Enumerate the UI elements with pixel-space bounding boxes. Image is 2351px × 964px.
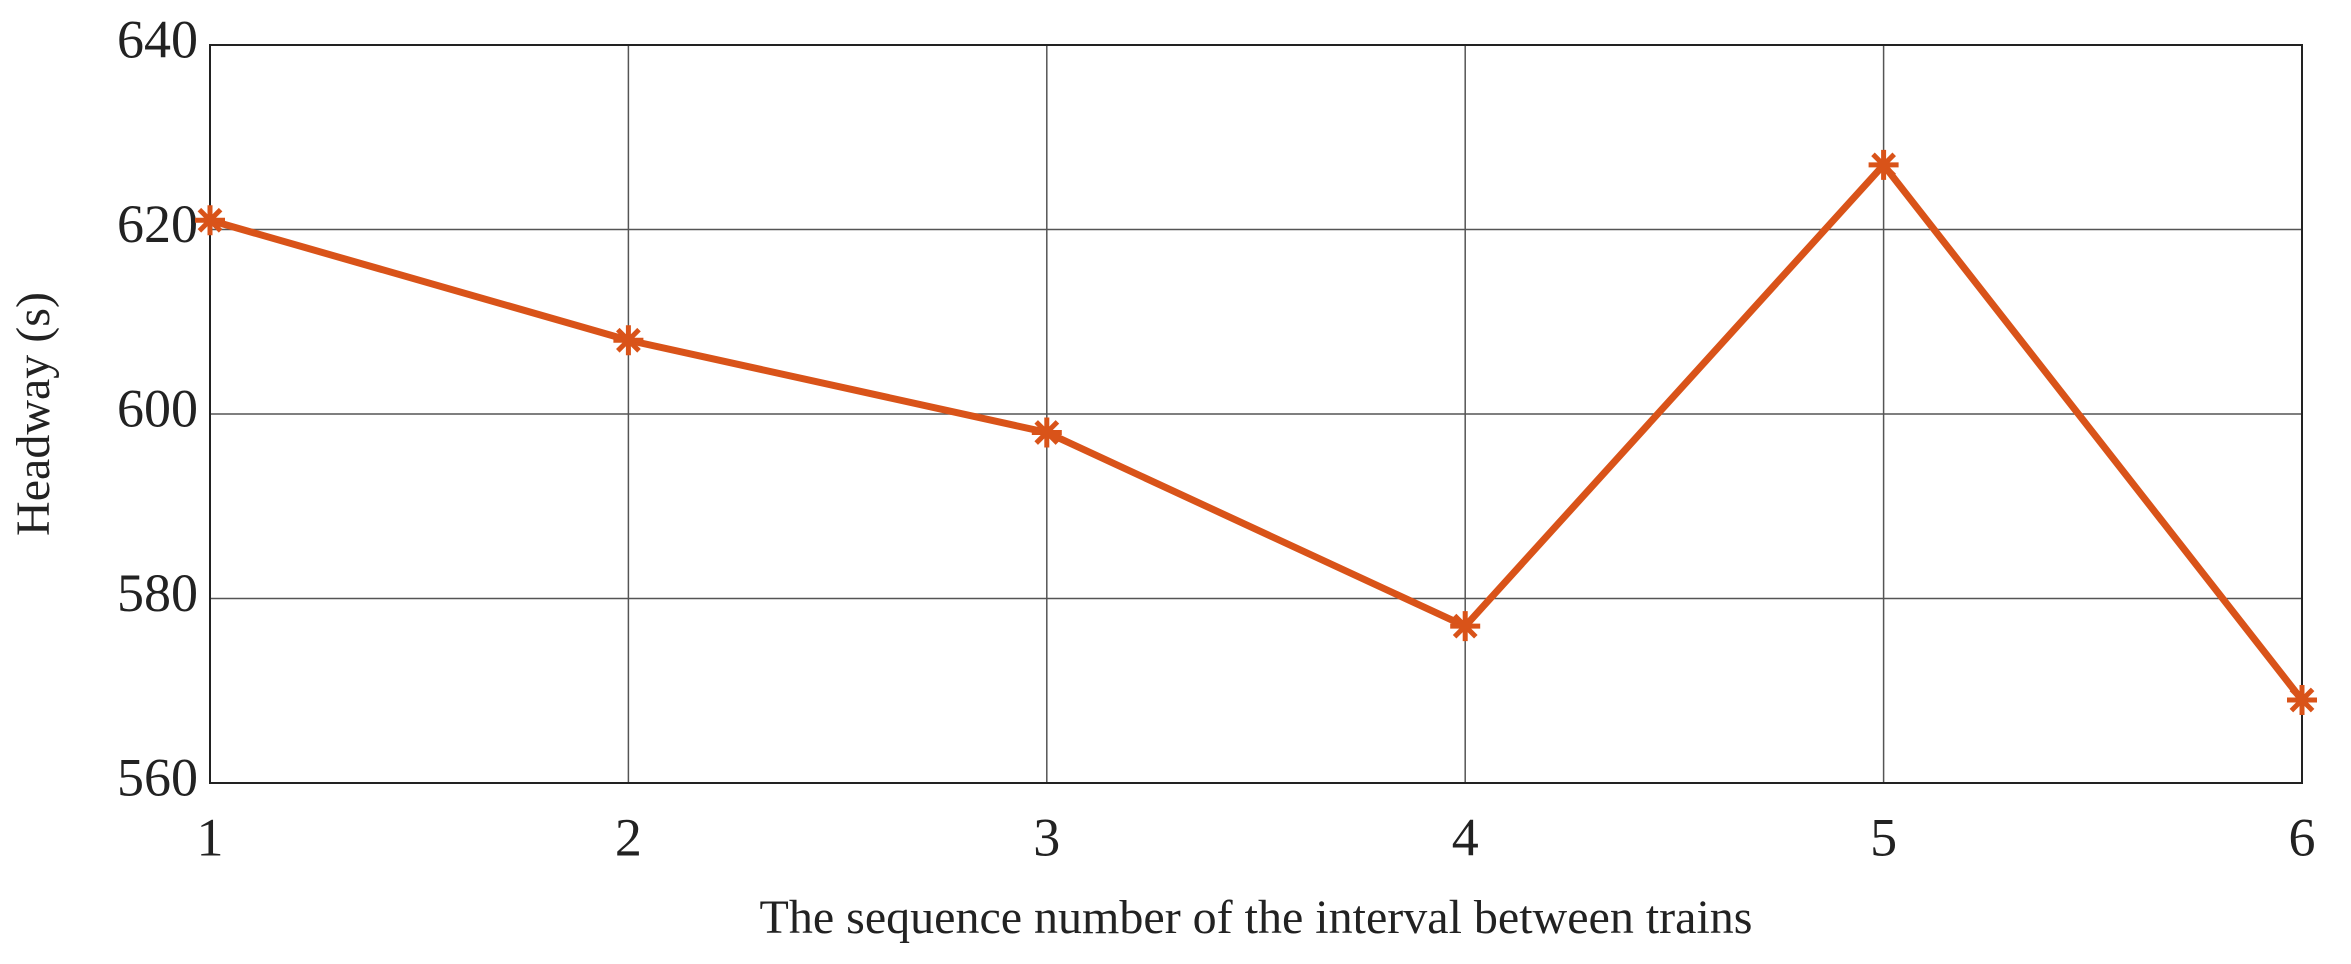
x-tick-label: 3 (1033, 807, 1060, 867)
marker (613, 325, 644, 356)
x-tick-label: 4 (1452, 807, 1479, 867)
marker (1031, 417, 1062, 448)
plot-frame (209, 44, 2303, 784)
y-tick-label: 560 (117, 747, 198, 807)
marker (195, 205, 225, 236)
x-tick-label: 2 (615, 807, 642, 867)
y-tick-label: 580 (117, 563, 198, 623)
line (209, 161, 2305, 703)
marker (1450, 611, 1481, 642)
x-tick-label: 1 (197, 807, 224, 867)
marker (2287, 684, 2317, 715)
y-tick-label: 620 (117, 194, 198, 254)
y-axis-label: Headway (s) (7, 292, 60, 536)
marker (1868, 149, 1899, 180)
x-axis-label: The sequence number of the interval betw… (760, 891, 1753, 944)
y-tick-label: 640 (117, 9, 198, 69)
x-tick-label: 5 (1870, 807, 1897, 867)
y-tick-label: 600 (117, 378, 198, 438)
x-tick-label: 6 (2289, 807, 2316, 867)
